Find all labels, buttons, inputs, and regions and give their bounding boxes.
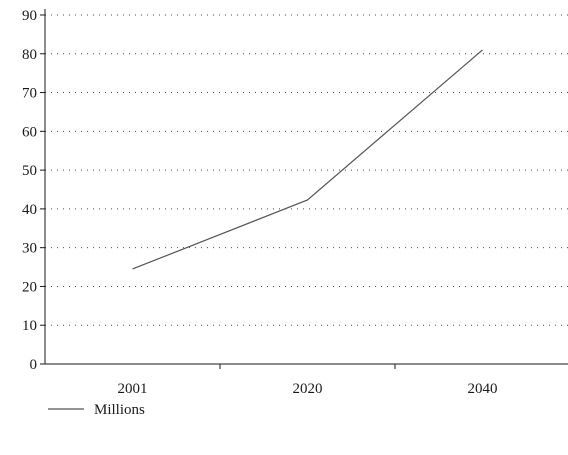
y-tick-label: 50	[22, 163, 37, 179]
series-line-millions	[132, 49, 483, 270]
y-tick-label: 10	[22, 318, 37, 334]
y-tick-label: 20	[22, 279, 37, 295]
y-tick-label: 90	[22, 8, 37, 24]
x-tick-label: 2040	[468, 381, 498, 397]
series-layer	[132, 49, 483, 270]
y-tick-label: 40	[22, 202, 37, 218]
legend: Millions	[48, 402, 145, 418]
y-tick-label: 60	[22, 124, 37, 140]
x-tick-label: 2020	[293, 381, 323, 397]
y-tick-label: 30	[22, 241, 37, 257]
y-tick-label: 80	[22, 47, 37, 63]
x-tick-label: 2001	[118, 381, 148, 397]
grid-layer	[45, 14, 568, 326]
legend-label: Millions	[94, 402, 145, 418]
y-tick-label: 0	[30, 357, 38, 373]
y-tick-label: 70	[22, 86, 37, 102]
axis-layer: 0 10 20 30 40 50 60 70 80 90 2001 2020 2040	[22, 8, 568, 397]
